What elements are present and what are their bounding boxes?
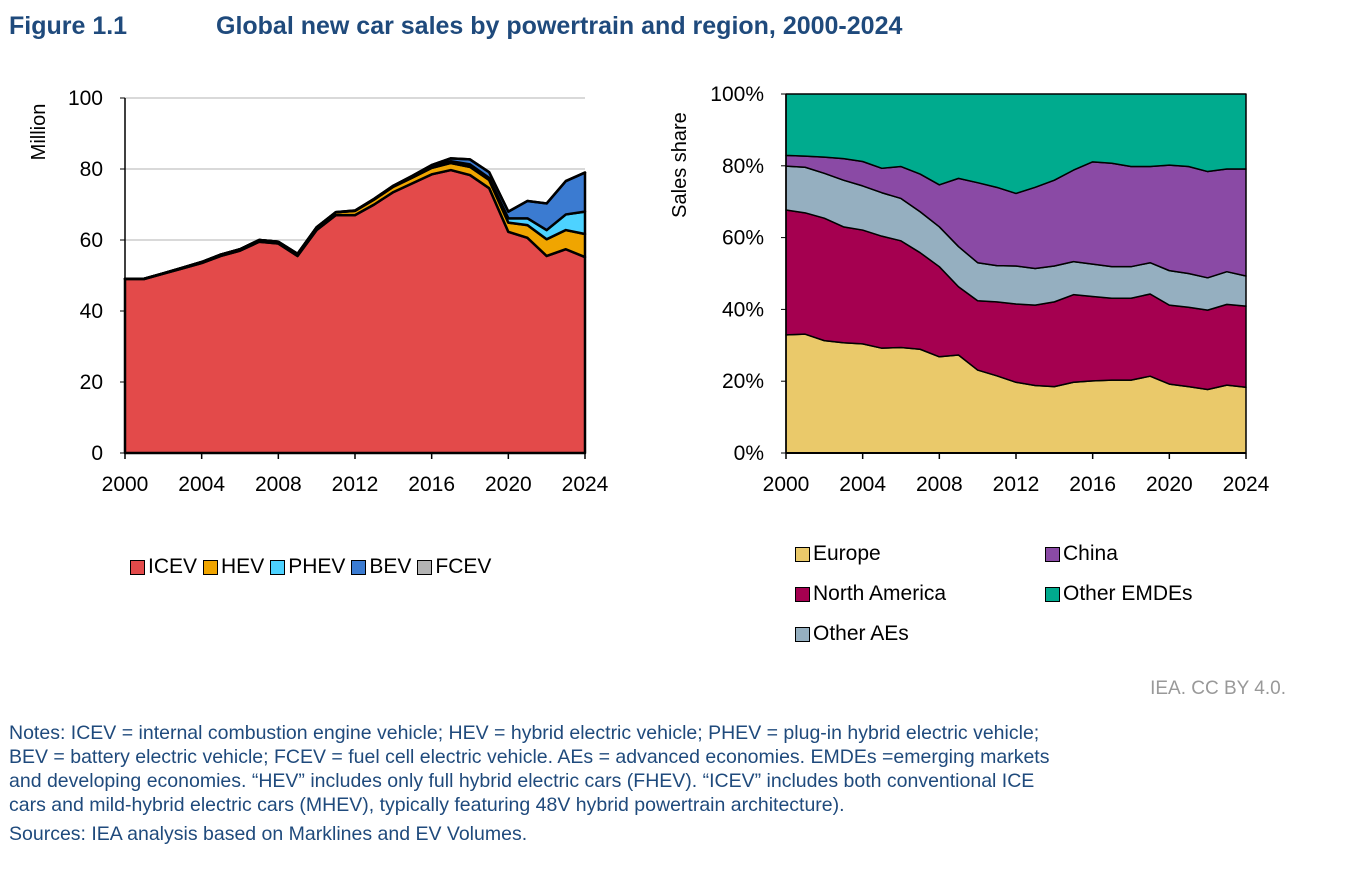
x-tick-label: 2024 [562,473,609,496]
x-tick-label: 2020 [485,473,532,496]
y-tick-label: 80 [80,158,103,181]
notes: Notes: ICEV = internal combustion engine… [9,721,1049,846]
notes-line: BEV = battery electric vehicle; FCEV = f… [9,746,1050,768]
area-fcev [123,157,587,280]
y-tick-label: 100 [68,87,103,110]
legend-item-fcev: FCEV [417,555,491,579]
y-tick-label: 40% [722,298,764,321]
notes-line: and developing economies. “HEV” includes… [9,770,1035,792]
x-tick-label: 2024 [1223,473,1270,496]
x-tick-label: 2016 [1069,473,1116,496]
notes-line: Notes: ICEV = internal combustion engine… [9,722,1040,744]
figure-title: Figure 1.1 Global new car sales by powert… [9,12,902,41]
y-tick-label: 60% [722,227,764,250]
legend-powertrain: ICEV HEV PHEV BEV FCEV [130,555,491,579]
notes-line: cars and mild-hybrid electric cars (MHEV… [9,794,845,816]
legend-item-other-emdes: Other EMDEs [1045,582,1193,606]
x-tick-label: 2016 [408,473,455,496]
legend-item-china: China [1045,542,1118,566]
y-tick-label: 0 [91,442,103,465]
legend-item-north-america: North America [795,582,946,606]
x-tick-label: 2000 [763,473,810,496]
x-tick-label: 2012 [993,473,1040,496]
x-tick-label: 2004 [839,473,886,496]
y-tick-label: 0% [734,442,764,465]
figure-number: Figure 1.1 [9,12,128,40]
x-tick-label: 2004 [178,473,225,496]
x-tick-label: 2008 [916,473,963,496]
y-tick-label: 20 [80,371,103,394]
sources: Sources: IEA analysis based on Marklines… [9,823,528,845]
y-axis-label: Million [28,104,50,161]
legend-item-europe: Europe [795,542,881,566]
y-tick-label: 80% [722,155,764,178]
y-tick-label: 100% [710,83,764,106]
x-tick-label: 2000 [102,473,149,496]
legend-item-bev: BEV [351,555,411,579]
area-other-emdes [785,93,1247,195]
y-tick-label: 20% [722,370,764,393]
legend-item-other-aes: Other AEs [795,622,909,646]
figure-title-text: Global new car sales by powertrain and r… [216,12,903,40]
x-tick-label: 2020 [1146,473,1193,496]
credit: IEA. CC BY 4.0. [1150,678,1286,699]
legend-item-hev: HEV [203,555,264,579]
y-tick-label: 60 [80,229,103,252]
y-axis-label: Sales share [669,112,691,218]
x-tick-label: 2012 [332,473,379,496]
y-tick-label: 40 [80,300,103,323]
x-tick-label: 2008 [255,473,302,496]
legend-item-icev: ICEV [130,555,197,579]
legend-item-phev: PHEV [270,555,345,579]
